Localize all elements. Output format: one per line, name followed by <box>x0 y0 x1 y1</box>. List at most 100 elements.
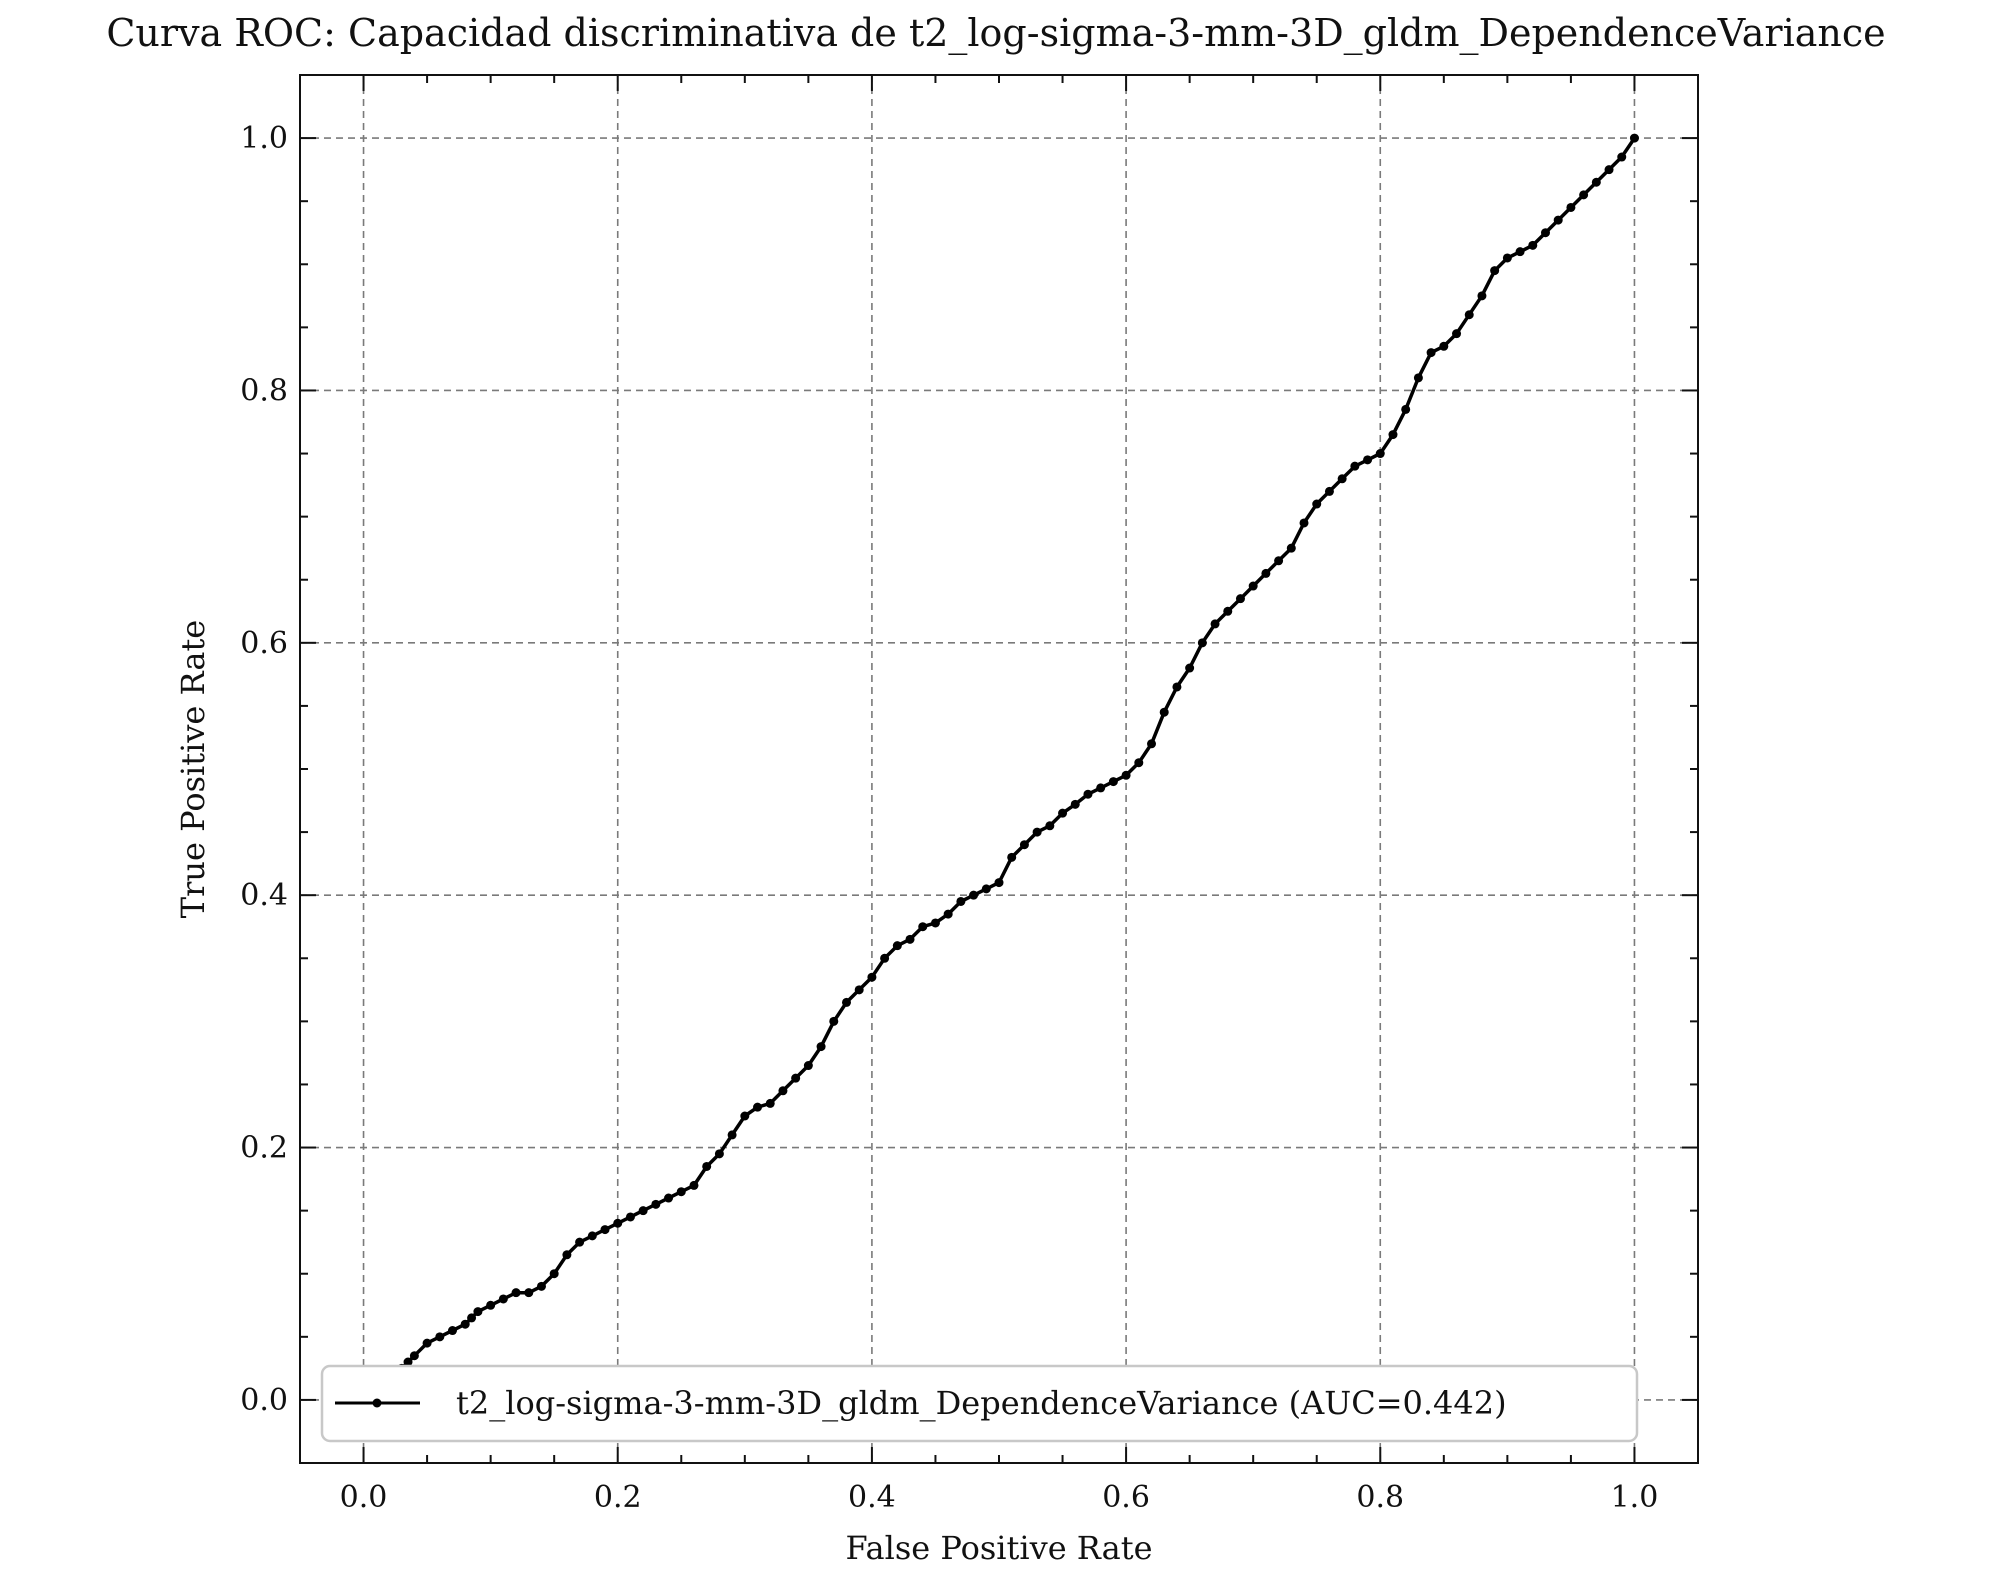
roc-curve-point <box>1579 190 1589 200</box>
roc-curve-point <box>1286 543 1296 553</box>
roc-curve-point <box>803 1061 813 1071</box>
y-tick-label: 0.8 <box>240 373 288 408</box>
roc-curve-point <box>702 1161 712 1171</box>
roc-curve-point <box>854 985 864 995</box>
roc-curve-point <box>1452 329 1462 339</box>
roc-curve-point <box>1312 499 1322 509</box>
roc-curve-point <box>1515 247 1525 257</box>
chart-title: Curva ROC: Capacidad discriminativa de t… <box>106 11 1885 56</box>
roc-curve-point <box>727 1130 737 1140</box>
roc-curve-point <box>1363 455 1373 465</box>
roc-curve-point <box>600 1225 610 1235</box>
roc-curve-point <box>829 1016 839 1026</box>
roc-curve-point <box>1134 758 1144 768</box>
roc-curve-point <box>1337 474 1347 484</box>
roc-curve-point <box>1439 341 1449 351</box>
roc-curve-point <box>575 1237 585 1247</box>
roc-curve-point <box>562 1250 572 1260</box>
roc-curve-point <box>816 1042 826 1052</box>
x-tick-label: 0.8 <box>1356 1480 1404 1515</box>
roc-curve-point <box>403 1357 413 1367</box>
roc-series <box>359 133 1639 1405</box>
roc-curve-point <box>1172 682 1182 692</box>
roc-curve-point <box>740 1111 750 1121</box>
roc-curve-point <box>1629 133 1639 143</box>
roc-curve-point <box>1159 707 1169 717</box>
y-tick-label: 0.6 <box>240 626 288 661</box>
roc-curve-point <box>536 1281 546 1291</box>
roc-curve-point <box>1464 310 1474 320</box>
roc-curve-point <box>1375 449 1385 459</box>
roc-curve-point <box>753 1102 763 1112</box>
roc-curve-point <box>1147 739 1157 749</box>
roc-curve-point <box>880 953 890 963</box>
roc-curve-point <box>689 1180 699 1190</box>
x-tick-label: 0.6 <box>1102 1480 1150 1515</box>
x-tick-label: 0.0 <box>340 1480 388 1515</box>
roc-curve-point <box>448 1326 458 1336</box>
roc-curve-point <box>524 1288 534 1298</box>
roc-curve-point <box>1528 240 1538 250</box>
roc-curve-point <box>1274 556 1284 566</box>
x-tick-label: 0.4 <box>848 1480 896 1515</box>
roc-curve-point <box>892 941 902 951</box>
roc-curve-point <box>1401 404 1411 414</box>
y-tick-label: 1.0 <box>240 121 288 156</box>
legend-label: t2_log-sigma-3-mm-3D_gldm_DependenceVari… <box>456 1384 1507 1422</box>
roc-curve-point <box>1007 852 1017 862</box>
roc-curve-point <box>1388 430 1398 440</box>
tick-labels: 0.0 0.2 0.4 0.6 0.8 1.0 0.0 0.2 0.4 0.6 0.8 1.0 <box>240 121 1658 1515</box>
roc-curve-point <box>460 1319 470 1329</box>
roc-curve-point <box>956 896 966 906</box>
roc-curve-point <box>918 922 928 932</box>
legend: t2_log-sigma-3-mm-3D_gldm_DependenceVari… <box>320 1364 1639 1443</box>
roc-curve-point <box>714 1149 724 1159</box>
roc-curve-point <box>1299 518 1309 528</box>
roc-curve-point <box>1210 619 1220 629</box>
roc-curve-point <box>981 884 991 894</box>
roc-curve-point <box>473 1307 483 1317</box>
roc-curve-point <box>969 890 979 900</box>
roc-curve-point <box>498 1294 508 1304</box>
roc-curve-point <box>1185 663 1195 673</box>
x-tick-label: 1.0 <box>1611 1480 1659 1515</box>
roc-curve-point <box>1032 827 1042 837</box>
legend-marker-swatch <box>372 1398 382 1408</box>
roc-curve-point <box>1540 228 1550 238</box>
roc-curve-point <box>422 1338 432 1348</box>
roc-curve-point <box>841 997 851 1007</box>
roc-curve-point <box>1426 348 1436 358</box>
roc-curve-point <box>765 1098 775 1108</box>
roc-curve-point <box>994 878 1004 888</box>
roc-curve-point <box>511 1288 521 1298</box>
roc-curve-point <box>1045 821 1055 831</box>
roc-curve-point <box>1121 770 1131 780</box>
y-tick-label: 0.2 <box>240 1131 288 1166</box>
roc-curve-point <box>1197 638 1207 648</box>
roc-curve-point <box>549 1269 559 1279</box>
roc-curve-point <box>409 1351 419 1361</box>
x-axis-label: False Positive Rate <box>845 1529 1152 1567</box>
y-tick-label: 0.4 <box>240 878 288 913</box>
roc-curve-point <box>676 1187 686 1197</box>
roc-curve-point <box>486 1300 496 1310</box>
roc-curve-point <box>1591 177 1601 187</box>
roc-curve-point <box>905 934 915 944</box>
legend-box <box>320 1364 1639 1443</box>
roc-curve-point <box>638 1206 648 1216</box>
roc-curve-point <box>943 909 953 919</box>
roc-curve-point <box>1235 594 1245 604</box>
roc-curve-point <box>1502 253 1512 263</box>
roc-curve-point <box>1604 165 1614 175</box>
roc-curve-point <box>1108 777 1118 787</box>
roc-curve-point <box>625 1212 635 1222</box>
roc-curve-point <box>791 1073 801 1083</box>
roc-curve-point <box>1413 373 1423 383</box>
y-tick-label: 0.0 <box>240 1383 288 1418</box>
roc-curve-point <box>613 1218 623 1228</box>
roc-curve-point <box>651 1199 661 1209</box>
roc-curve-point <box>1019 840 1029 850</box>
roc-curve-point <box>1566 202 1576 212</box>
plot-frame <box>299 74 1699 1464</box>
roc-curve-point <box>664 1193 674 1203</box>
